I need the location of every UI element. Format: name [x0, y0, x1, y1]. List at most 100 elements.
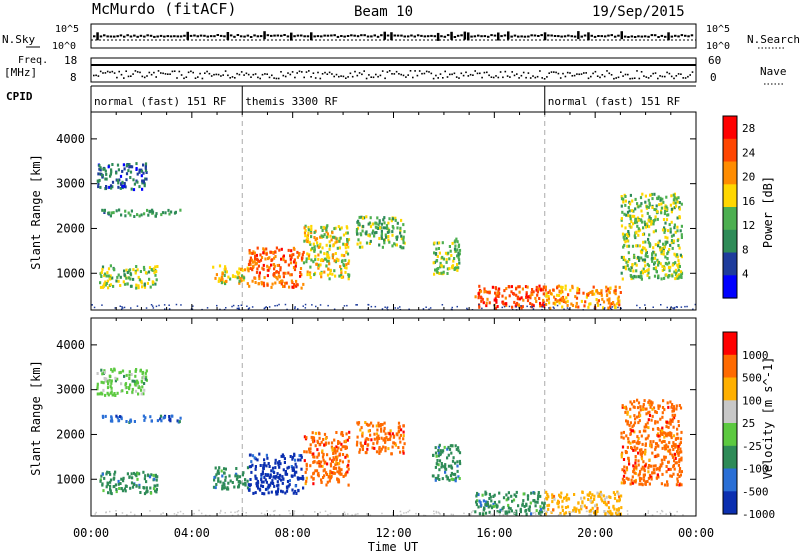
echo-cell	[670, 432, 673, 436]
echo-cell	[608, 297, 611, 301]
echo-cell	[435, 510, 438, 513]
echo-cell	[402, 437, 405, 441]
echo-cell	[308, 240, 311, 244]
echo-cell	[359, 428, 362, 432]
noise-sample	[256, 35, 260, 38]
echo-cell	[366, 513, 368, 515]
echo-cell	[629, 400, 632, 404]
echo-cell	[639, 307, 641, 309]
echo-cell	[319, 242, 322, 246]
echo-cell	[261, 470, 264, 474]
echo-cell	[449, 474, 453, 478]
echo-cell	[138, 483, 141, 487]
echo-cell	[524, 509, 527, 513]
noise-sample	[396, 34, 400, 37]
echo-cell	[98, 178, 101, 182]
nave-sample	[261, 73, 264, 76]
echo-cell	[150, 419, 153, 423]
colorbar-swatch	[723, 229, 737, 254]
echo-cell	[241, 473, 244, 477]
echo-cell	[129, 277, 132, 281]
echo-cell	[338, 452, 341, 456]
nave-sample	[412, 76, 414, 79]
echo-cell	[339, 265, 342, 269]
echo-cell	[347, 467, 350, 471]
echo-cell	[111, 163, 114, 166]
echo-cell	[99, 285, 103, 289]
echo-cell	[91, 304, 93, 306]
echo-cell	[647, 268, 650, 272]
echo-cell	[560, 491, 563, 495]
echo-cell	[450, 464, 453, 468]
echo-cell	[447, 251, 450, 255]
echo-cell	[656, 473, 659, 477]
noise-sample	[410, 34, 413, 37]
echo-cell	[422, 308, 425, 310]
power-x-ticks	[90, 112, 697, 310]
echo-cell	[387, 235, 390, 238]
echo-cell	[286, 486, 289, 490]
echo-cell	[451, 477, 454, 481]
echo-cell	[130, 481, 134, 485]
echo-cell	[660, 209, 663, 213]
echo-cell	[671, 403, 674, 406]
noise-sample	[623, 35, 627, 38]
echo-cell	[345, 263, 348, 267]
echo-cell	[435, 259, 439, 262]
echo-cell	[514, 512, 516, 515]
echo-cell	[101, 265, 105, 269]
echo-cell	[392, 441, 395, 445]
echo-cell	[101, 267, 104, 271]
echo-cell	[613, 303, 616, 307]
echo-cell	[373, 234, 376, 238]
echo-cell	[633, 479, 636, 483]
echo-cell	[320, 275, 323, 279]
echo-cell	[533, 499, 536, 502]
echo-cell	[635, 220, 639, 224]
echo-cell	[123, 374, 126, 378]
echo-cell	[624, 240, 627, 244]
echo-cell	[105, 177, 108, 181]
echo-cell	[566, 299, 569, 303]
echo-cell	[255, 477, 258, 481]
echo-cell	[343, 445, 346, 449]
echo-cell	[672, 464, 675, 467]
colorbar-tick-label: -25	[742, 440, 762, 453]
noise-sample	[643, 35, 647, 38]
echo-cell	[547, 503, 551, 507]
echo-cell	[654, 420, 657, 424]
echo-cell	[223, 483, 226, 487]
echo-cell	[454, 479, 457, 483]
echo-cell	[220, 469, 223, 473]
nave-sample	[587, 77, 590, 80]
echo-cell	[481, 512, 484, 516]
echo-cell	[143, 268, 146, 272]
echo-cell	[155, 487, 158, 491]
echo-cell	[617, 492, 620, 496]
echo-cell	[486, 297, 489, 301]
echo-cell	[595, 289, 599, 293]
echo-cell	[589, 508, 592, 512]
noise-sample	[236, 34, 240, 36]
echo-cell	[291, 285, 294, 289]
noise-sample	[169, 35, 173, 38]
echo-cell	[140, 392, 143, 396]
echo-cell	[233, 485, 236, 489]
echo-cell	[658, 239, 661, 243]
echo-cell	[144, 416, 147, 420]
echo-cell	[261, 485, 265, 488]
echo-cell	[636, 224, 639, 228]
echo-cell	[662, 399, 665, 403]
echo-cell	[434, 268, 437, 272]
echo-cell	[383, 238, 386, 242]
echo-cell	[100, 271, 103, 274]
echo-cell	[656, 196, 659, 200]
echo-cell	[121, 369, 125, 373]
echo-cell	[560, 299, 564, 303]
echo-cell	[637, 205, 640, 209]
nave-sample	[314, 77, 317, 79]
echo-cell	[346, 438, 349, 442]
echo-cell	[287, 271, 290, 275]
cpid-panel: CPID normal (fast) 151 RF themis 3300 RF n…	[6, 85, 696, 112]
echo-cell	[496, 305, 499, 308]
